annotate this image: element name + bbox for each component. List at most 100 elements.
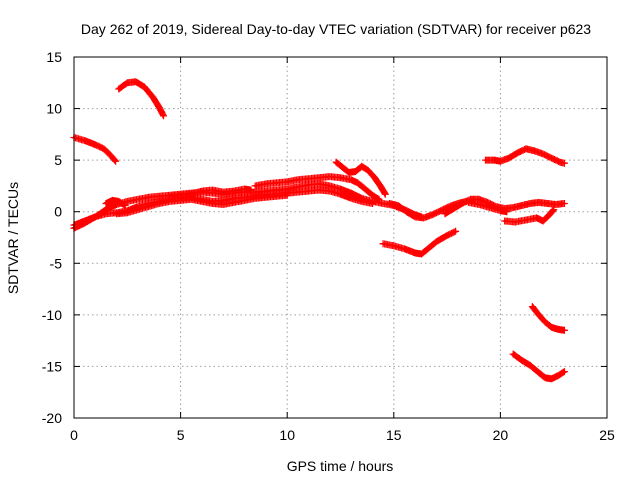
data-point	[563, 329, 566, 332]
x-axis-label: GPS time / hours	[287, 458, 394, 474]
data-point	[430, 213, 434, 217]
data-point	[243, 187, 246, 191]
data-point	[477, 203, 481, 206]
data-point	[158, 202, 161, 205]
series-arc-06	[102, 196, 129, 209]
x-tick-label: 0	[70, 427, 78, 443]
y-axis-label: SDTVAR / TECUs	[5, 182, 21, 294]
y-tick-label: -5	[50, 255, 63, 271]
data-point	[556, 328, 560, 331]
data-point	[558, 161, 562, 164]
data-point	[367, 169, 370, 172]
data-point	[111, 199, 114, 202]
data-point	[448, 205, 451, 208]
data-point	[168, 200, 172, 203]
data-point	[102, 147, 106, 150]
y-tick-label: -10	[42, 307, 62, 323]
data-point	[563, 202, 566, 205]
data-point	[136, 208, 140, 211]
series-arc-13	[464, 198, 511, 216]
data-point	[328, 175, 332, 178]
series-arc-09	[332, 158, 389, 198]
data-point	[190, 198, 193, 201]
x-tick-label: 15	[386, 427, 402, 443]
data-point	[94, 143, 97, 146]
series-arc-16	[528, 303, 568, 334]
data-point	[443, 212, 447, 215]
x-tick-label: 5	[177, 427, 185, 443]
data-point	[520, 204, 523, 207]
series-arc-02	[115, 78, 167, 120]
series-arc-15	[482, 145, 568, 167]
y-tick-label: -15	[42, 358, 62, 374]
series-arc-05	[113, 191, 291, 218]
data-point	[426, 247, 430, 251]
data-point	[554, 203, 558, 206]
data-point	[275, 181, 278, 185]
x-tick-label: 25	[599, 427, 615, 443]
data-point	[377, 198, 381, 201]
data-point	[114, 159, 117, 163]
data-point	[403, 247, 406, 251]
data-point	[356, 181, 359, 185]
data-point	[328, 184, 332, 188]
data-point	[381, 242, 385, 245]
data-point	[511, 206, 515, 209]
data-point	[200, 200, 204, 203]
data-point	[486, 201, 489, 204]
data-point	[328, 189, 332, 193]
data-point	[335, 161, 338, 164]
data-point	[341, 166, 344, 169]
y-tick-label: 5	[54, 152, 62, 168]
data-point	[524, 147, 528, 150]
data-point	[529, 364, 532, 367]
data-point	[349, 197, 353, 200]
data-point	[123, 204, 127, 207]
data-point	[349, 178, 353, 181]
data-point	[200, 189, 204, 193]
data-point	[413, 251, 417, 255]
data-point	[254, 184, 257, 188]
data-point	[211, 202, 214, 205]
series-arc-08	[251, 173, 383, 203]
data-point	[126, 81, 129, 84]
data-point	[179, 199, 182, 202]
data-point	[484, 158, 487, 162]
data-point	[286, 194, 289, 197]
data-point	[503, 219, 506, 223]
data-point	[143, 85, 146, 89]
chart-title: Day 262 of 2019, Sidereal Day-to-day VTE…	[81, 21, 591, 37]
data-point	[104, 208, 108, 211]
data-point	[264, 196, 268, 199]
data-point	[388, 202, 391, 205]
data-point	[371, 194, 374, 197]
data-point	[104, 212, 108, 215]
data-point	[548, 213, 551, 217]
data-point	[317, 176, 321, 179]
data-point	[339, 187, 342, 191]
data-point	[286, 180, 289, 184]
data-point	[524, 218, 528, 222]
data-point	[147, 196, 150, 199]
data-point	[543, 320, 547, 324]
data-point	[405, 210, 408, 213]
data-point	[543, 376, 547, 379]
data-point	[452, 207, 455, 210]
data-point	[537, 313, 540, 317]
data-point	[477, 198, 481, 201]
data-point	[83, 139, 86, 142]
data-point	[435, 240, 438, 243]
data-point	[296, 178, 300, 181]
data-point	[535, 216, 538, 220]
data-point	[439, 209, 442, 212]
data-point	[373, 176, 376, 179]
series-arc-07	[166, 185, 255, 200]
data-point	[264, 182, 268, 186]
x-tick-label: 10	[279, 427, 295, 443]
data-point	[516, 151, 519, 155]
data-point	[249, 188, 253, 192]
data-point	[296, 190, 300, 194]
y-tick-label: 10	[46, 101, 62, 117]
